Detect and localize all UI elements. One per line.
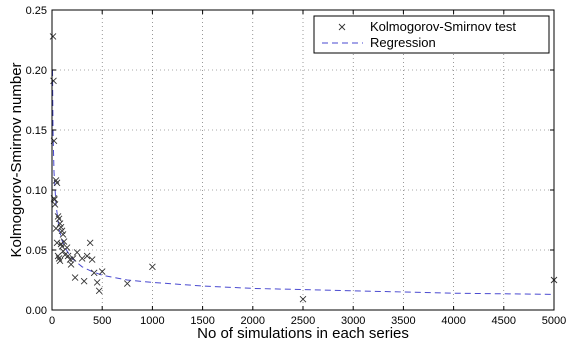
- ks-test-point: [49, 33, 57, 40]
- regression-line: [52, 69, 555, 295]
- x-tick-label: 500: [93, 315, 111, 327]
- y-tick-label: 0.10: [26, 185, 47, 197]
- x-axis-label: No of simulations in each series: [197, 325, 409, 342]
- y-tick-label: 0.00: [26, 305, 47, 317]
- ks-test-point: [93, 279, 101, 286]
- ks-test-point: [98, 268, 106, 275]
- ks-test-point: [95, 287, 103, 295]
- ks-test-point: [149, 263, 156, 271]
- x-tick-label: 4000: [441, 315, 465, 327]
- x-tick-label: 2500: [291, 315, 315, 327]
- ks-test-point: [73, 249, 81, 256]
- ks-test-point: [59, 231, 67, 238]
- regression-layer: [52, 69, 555, 295]
- x-tick-label: 4500: [492, 315, 516, 327]
- x-tick-label: 2000: [241, 315, 265, 327]
- x-tick-label: 1000: [140, 315, 164, 327]
- ks-test-point: [83, 252, 91, 260]
- x-tick-label: 0: [49, 315, 55, 327]
- plot-background: [52, 10, 554, 310]
- x-tick-label: 3500: [391, 315, 415, 327]
- ks-test-point: [64, 252, 72, 260]
- ks-test-point: [123, 280, 131, 287]
- y-tick-label: 0.20: [26, 65, 47, 77]
- y-axis-label: Kolmogorov-Smirnov number: [8, 62, 25, 257]
- x-tick-label: 1500: [190, 315, 214, 327]
- ks-test-point: [69, 255, 77, 262]
- ks-test-point: [53, 179, 61, 187]
- legend-label-regression: Regression: [370, 35, 436, 50]
- y-tick-label: 0.15: [26, 125, 47, 137]
- ks-test-point: [71, 274, 79, 281]
- ks-test-point: [90, 269, 98, 277]
- ks-test-point: [52, 225, 60, 232]
- legend-box: [313, 15, 550, 54]
- ticks-layer: 0 500 1000 1500 2000 2500 3000 3500 4000 4500 5000…: [26, 5, 566, 327]
- ks-test-point: [86, 239, 94, 247]
- ks-test-point: [299, 295, 307, 303]
- legend-marker-kolmogorov-smirnov: [338, 23, 346, 31]
- y-tick-label: 0.05: [26, 245, 47, 257]
- ks-test-point: [88, 256, 96, 263]
- ks-test-point: [78, 255, 86, 262]
- markers-layer: [49, 33, 558, 303]
- ks-test-point: [80, 277, 88, 285]
- ks-test-point: [56, 257, 64, 265]
- ks-test-point: [67, 261, 75, 268]
- legend-label-kolmogorov-smirnov: Kolmogorov-Smirnov test: [370, 19, 516, 34]
- y-tick-label: 0.25: [26, 5, 47, 17]
- ks-test-point: [63, 244, 71, 251]
- legend: Kolmogorov-Smirnov test Regression: [313, 15, 550, 54]
- x-tick-label: 3000: [341, 315, 365, 327]
- ks-test-point: [51, 201, 59, 208]
- ks-test-point: [53, 239, 61, 247]
- x-tick-label: 5000: [542, 315, 566, 327]
